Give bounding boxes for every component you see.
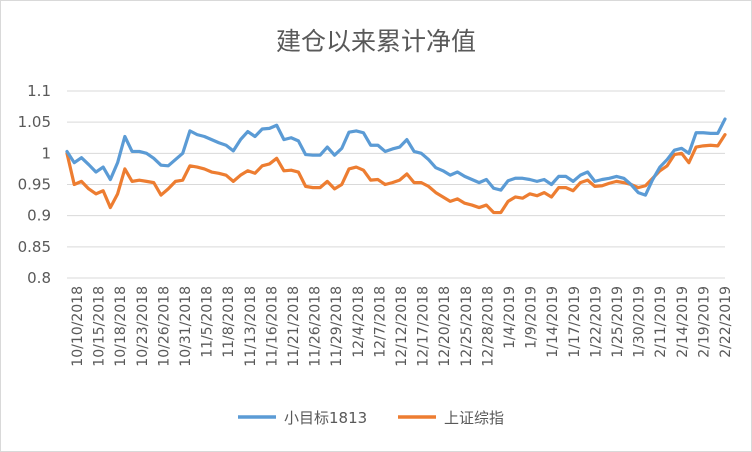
- x-tick-label: 10/26/2018: [156, 286, 172, 367]
- y-axis-ticks: 0.8 0.85 0.9 0.95 1 1.05 1.1: [18, 82, 51, 287]
- x-tick-label: 11/29/2018: [329, 286, 345, 367]
- x-tick-label: 12/12/2018: [394, 286, 410, 367]
- x-tick-label: 1/4/2019: [502, 286, 518, 349]
- x-tick-label: 11/8/2018: [221, 286, 237, 358]
- x-tick-label: 11/16/2018: [264, 286, 280, 367]
- x-tick-label: 2/11/2019: [653, 286, 669, 358]
- x-tick-label: 1/14/2019: [545, 286, 561, 358]
- x-tick-label: 2/19/2019: [696, 286, 712, 358]
- x-tick-label: 2/22/2019: [718, 286, 734, 358]
- x-tick-label: 11/26/2018: [308, 286, 324, 367]
- x-tick-label: 10/10/2018: [70, 286, 86, 367]
- x-tick-label: 12/28/2018: [480, 286, 496, 367]
- x-tick-label: 11/13/2018: [243, 286, 259, 367]
- x-tick-label: 11/21/2018: [286, 286, 302, 367]
- series-lines: [65, 117, 727, 215]
- x-tick-label: 1/9/2019: [524, 286, 540, 349]
- y-tick-label: 0.9: [27, 207, 51, 225]
- x-tick-label: 11/5/2018: [200, 286, 216, 358]
- y-tick-label: 0.8: [27, 269, 51, 287]
- y-tick-label: 1.1: [27, 82, 51, 100]
- x-tick-label: 10/31/2018: [178, 286, 194, 367]
- chart-title: 建仓以来累计净值: [276, 27, 476, 56]
- series-line-1: [65, 133, 727, 215]
- x-tick-label: 12/20/2018: [437, 286, 453, 367]
- x-tick-label: 10/15/2018: [92, 286, 108, 367]
- x-tick-label: 1/22/2019: [588, 286, 604, 358]
- legend: 小目标1813 上证综指: [238, 409, 504, 427]
- legend-label-0: 小目标1813: [284, 409, 367, 427]
- series-line-0: [65, 117, 727, 197]
- x-tick-label: 10/23/2018: [135, 286, 151, 367]
- y-tick-label: 0.85: [18, 238, 51, 256]
- x-tick-label: 12/7/2018: [372, 286, 388, 358]
- x-axis-ticks: 10/10/2018 10/15/2018 10/18/2018 10/23/2018…: [70, 286, 734, 367]
- x-tick-label: 1/25/2019: [610, 286, 626, 358]
- y-tick-label: 1: [41, 144, 51, 162]
- x-tick-label: 12/4/2018: [351, 286, 367, 358]
- x-tick-label: 10/18/2018: [113, 286, 129, 367]
- y-tick-label: 0.95: [18, 176, 51, 194]
- x-tick-label: 12/25/2018: [459, 286, 475, 367]
- x-tick-label: 12/17/2018: [416, 286, 432, 367]
- y-tick-label: 1.05: [18, 113, 51, 131]
- legend-label-1: 上证综指: [444, 409, 504, 427]
- x-tick-label: 1/17/2019: [567, 286, 583, 358]
- x-tick-label: 1/30/2019: [632, 286, 648, 358]
- gridlines: [67, 90, 725, 279]
- x-tick-label: 2/14/2019: [675, 286, 691, 358]
